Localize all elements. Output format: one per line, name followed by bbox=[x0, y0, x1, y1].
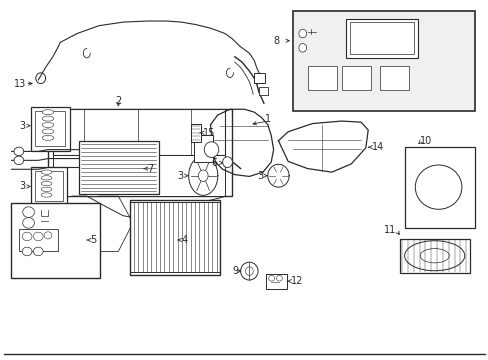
Ellipse shape bbox=[42, 129, 54, 134]
Ellipse shape bbox=[429, 179, 447, 196]
Ellipse shape bbox=[204, 142, 218, 157]
Ellipse shape bbox=[268, 275, 274, 281]
Bar bbox=[79, 141, 158, 194]
Text: 8: 8 bbox=[273, 36, 279, 46]
Ellipse shape bbox=[41, 176, 52, 180]
Text: 12: 12 bbox=[290, 276, 303, 286]
Text: 10: 10 bbox=[419, 136, 431, 146]
Ellipse shape bbox=[414, 165, 461, 209]
Text: 15: 15 bbox=[203, 128, 215, 138]
Bar bbox=[35, 111, 65, 147]
Bar bbox=[380, 66, 408, 90]
Text: 13: 13 bbox=[14, 78, 26, 89]
Bar bbox=[259, 87, 267, 95]
Ellipse shape bbox=[23, 207, 34, 217]
Bar bbox=[31, 107, 70, 152]
Ellipse shape bbox=[222, 157, 232, 167]
Ellipse shape bbox=[14, 147, 24, 156]
Bar bbox=[399, 239, 469, 273]
Bar bbox=[11, 203, 100, 278]
Ellipse shape bbox=[276, 275, 282, 281]
Bar bbox=[19, 229, 58, 251]
Ellipse shape bbox=[41, 170, 52, 174]
Bar bbox=[266, 274, 286, 289]
Text: 9: 9 bbox=[232, 266, 238, 276]
Text: 3: 3 bbox=[19, 121, 25, 131]
Bar bbox=[349, 22, 413, 54]
Ellipse shape bbox=[41, 193, 52, 197]
Ellipse shape bbox=[198, 170, 208, 181]
Text: 11: 11 bbox=[383, 225, 395, 235]
Ellipse shape bbox=[22, 247, 32, 256]
Text: 1: 1 bbox=[264, 114, 270, 124]
Bar bbox=[404, 147, 474, 228]
Bar bbox=[191, 123, 201, 142]
Text: 2: 2 bbox=[115, 96, 121, 106]
Ellipse shape bbox=[42, 116, 54, 121]
Text: 7: 7 bbox=[147, 163, 153, 174]
Ellipse shape bbox=[245, 267, 253, 275]
Bar bbox=[254, 73, 264, 83]
Ellipse shape bbox=[33, 247, 43, 256]
Bar bbox=[307, 66, 336, 90]
Ellipse shape bbox=[41, 181, 52, 186]
Ellipse shape bbox=[23, 217, 34, 228]
Bar bbox=[48, 109, 232, 196]
Ellipse shape bbox=[44, 232, 52, 239]
Ellipse shape bbox=[419, 249, 448, 263]
Text: 3: 3 bbox=[256, 171, 263, 181]
Bar bbox=[35, 171, 63, 202]
Bar bbox=[53, 155, 224, 196]
Ellipse shape bbox=[14, 156, 24, 165]
Text: 5: 5 bbox=[90, 235, 96, 245]
Text: 6: 6 bbox=[211, 158, 217, 168]
Text: 14: 14 bbox=[371, 142, 383, 152]
Bar bbox=[193, 135, 213, 162]
Ellipse shape bbox=[33, 232, 43, 241]
Bar bbox=[130, 200, 220, 275]
FancyBboxPatch shape bbox=[297, 18, 339, 58]
Text: 4: 4 bbox=[181, 235, 187, 245]
Ellipse shape bbox=[240, 262, 258, 280]
Text: 3: 3 bbox=[19, 181, 25, 192]
Bar bbox=[346, 18, 417, 58]
Bar bbox=[53, 109, 224, 155]
Ellipse shape bbox=[41, 187, 52, 192]
Ellipse shape bbox=[404, 241, 464, 271]
Ellipse shape bbox=[140, 210, 164, 235]
Ellipse shape bbox=[298, 44, 306, 52]
Ellipse shape bbox=[298, 29, 306, 38]
Text: 3: 3 bbox=[177, 171, 183, 181]
Bar bbox=[31, 167, 67, 205]
Bar bbox=[292, 12, 474, 111]
Bar bbox=[341, 66, 370, 90]
Ellipse shape bbox=[42, 110, 54, 114]
Ellipse shape bbox=[42, 135, 54, 140]
Ellipse shape bbox=[42, 122, 54, 127]
FancyBboxPatch shape bbox=[296, 63, 470, 95]
Ellipse shape bbox=[22, 232, 32, 241]
